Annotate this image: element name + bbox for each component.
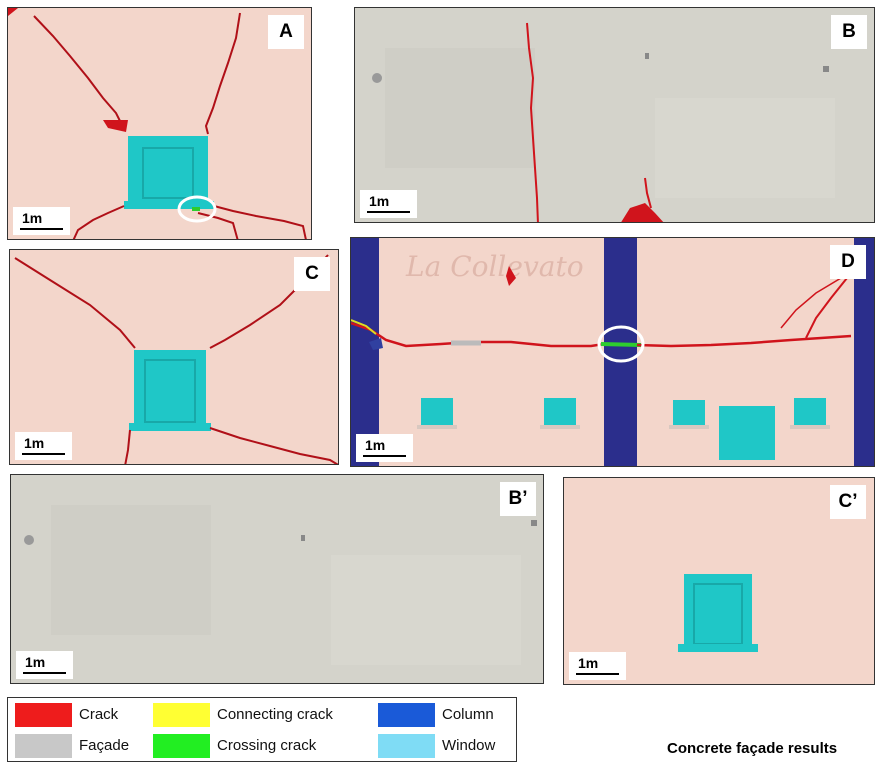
panel-c-prime-scale-bar: 1m (569, 652, 626, 680)
panel-d-scale-text: 1m (365, 437, 386, 453)
panel-b-prime-label: B’ (500, 482, 536, 516)
panel-c-prime-label: C’ (830, 485, 866, 519)
legend-swatch-window (378, 734, 435, 758)
panel-b-image (372, 22, 835, 222)
legend-swatch-crack (15, 703, 72, 727)
panel-c-prime: C’ 1m (563, 477, 875, 685)
legend-label-window: Window (442, 737, 496, 754)
panel-b-prime-scale-bar: 1m (16, 651, 73, 679)
panel-c-image (14, 254, 338, 464)
panel-d-signage: La Collevato (405, 250, 584, 283)
panel-b-scale-line (367, 211, 410, 213)
panel-a-scale-text: 1m (22, 210, 43, 226)
panel-d-scale-bar: 1m (356, 434, 413, 462)
panel-a-scale-line (20, 228, 63, 230)
figure-caption: Concrete façade results (667, 740, 838, 757)
panel-c-scale-line (22, 453, 65, 455)
panel-c-prime-scale-text: 1m (578, 655, 599, 671)
panel-d-scale-line (363, 455, 406, 457)
panel-c-scale-bar: 1m (15, 432, 72, 460)
legend-label-crossing-crack: Crossing crack (217, 737, 317, 754)
legend-swatch-column (378, 703, 435, 727)
legend-swatch-crossing-crack (153, 734, 210, 758)
panel-b: B 1m (354, 7, 875, 223)
panel-d-label: D (830, 245, 866, 279)
panel-b-prime-scale-line (23, 672, 66, 674)
legend-label-connecting-crack: Connecting crack (217, 706, 333, 723)
legend: Crack Connecting crack Column Façade Cro… (7, 697, 517, 762)
panel-a-scale-bar: 1m (13, 207, 70, 235)
legend-label-facade: Façade (79, 737, 130, 754)
panel-c: C 1m (9, 249, 339, 465)
panel-a-image (8, 8, 307, 239)
legend-label-crack: Crack (79, 706, 119, 723)
panel-b-prime: B’ 1m (10, 474, 544, 684)
panel-c-scale-text: 1m (24, 435, 45, 451)
panel-c-label: C (294, 257, 330, 291)
panel-d: La Collevato D 1m (350, 237, 875, 467)
panel-b-prime-scale-text: 1m (25, 654, 46, 670)
legend-swatch-connecting-crack (153, 703, 210, 727)
panel-a-label: A (268, 15, 304, 49)
legend-label-column: Column (442, 706, 494, 723)
panel-d-image: La Collevato (351, 238, 874, 466)
panel-b-scale-text: 1m (369, 193, 390, 209)
panel-a: A 1m (7, 7, 312, 240)
panel-c-prime-image (678, 574, 758, 652)
panel-b-scale-bar: 1m (360, 190, 417, 218)
legend-swatch-facade (15, 734, 72, 758)
panel-b-prime-image (24, 505, 537, 665)
panel-b-label: B (831, 15, 867, 49)
panel-c-prime-scale-line (576, 673, 619, 675)
